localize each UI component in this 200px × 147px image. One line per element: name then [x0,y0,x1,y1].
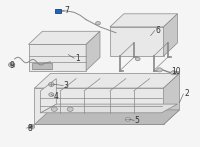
Polygon shape [34,110,179,125]
Bar [32,63,52,69]
Polygon shape [34,88,164,125]
Text: 2: 2 [184,89,189,98]
Circle shape [67,107,73,111]
Polygon shape [40,79,56,113]
Text: 5: 5 [134,116,139,125]
Polygon shape [34,74,179,88]
Text: 1: 1 [75,54,80,63]
Circle shape [171,71,176,75]
Circle shape [157,68,162,72]
Text: 8: 8 [27,124,32,133]
Circle shape [28,124,35,129]
Circle shape [10,64,13,66]
Bar [174,71,178,74]
Polygon shape [29,31,100,44]
Text: 3: 3 [64,81,69,90]
Polygon shape [164,14,177,56]
Polygon shape [86,31,100,71]
Circle shape [30,126,33,128]
Polygon shape [110,14,177,27]
Text: 7: 7 [65,6,70,15]
Circle shape [96,21,100,25]
Polygon shape [164,74,179,125]
Bar [55,9,61,13]
Polygon shape [40,104,177,113]
Circle shape [135,57,140,61]
Circle shape [125,117,130,121]
Text: 4: 4 [54,92,59,101]
Circle shape [49,93,54,97]
Circle shape [8,62,15,67]
Text: 9: 9 [9,61,14,70]
Polygon shape [110,27,164,56]
Text: 10: 10 [172,67,181,76]
Polygon shape [29,44,86,71]
Circle shape [51,107,57,111]
Circle shape [49,82,54,86]
Text: 6: 6 [155,26,160,35]
